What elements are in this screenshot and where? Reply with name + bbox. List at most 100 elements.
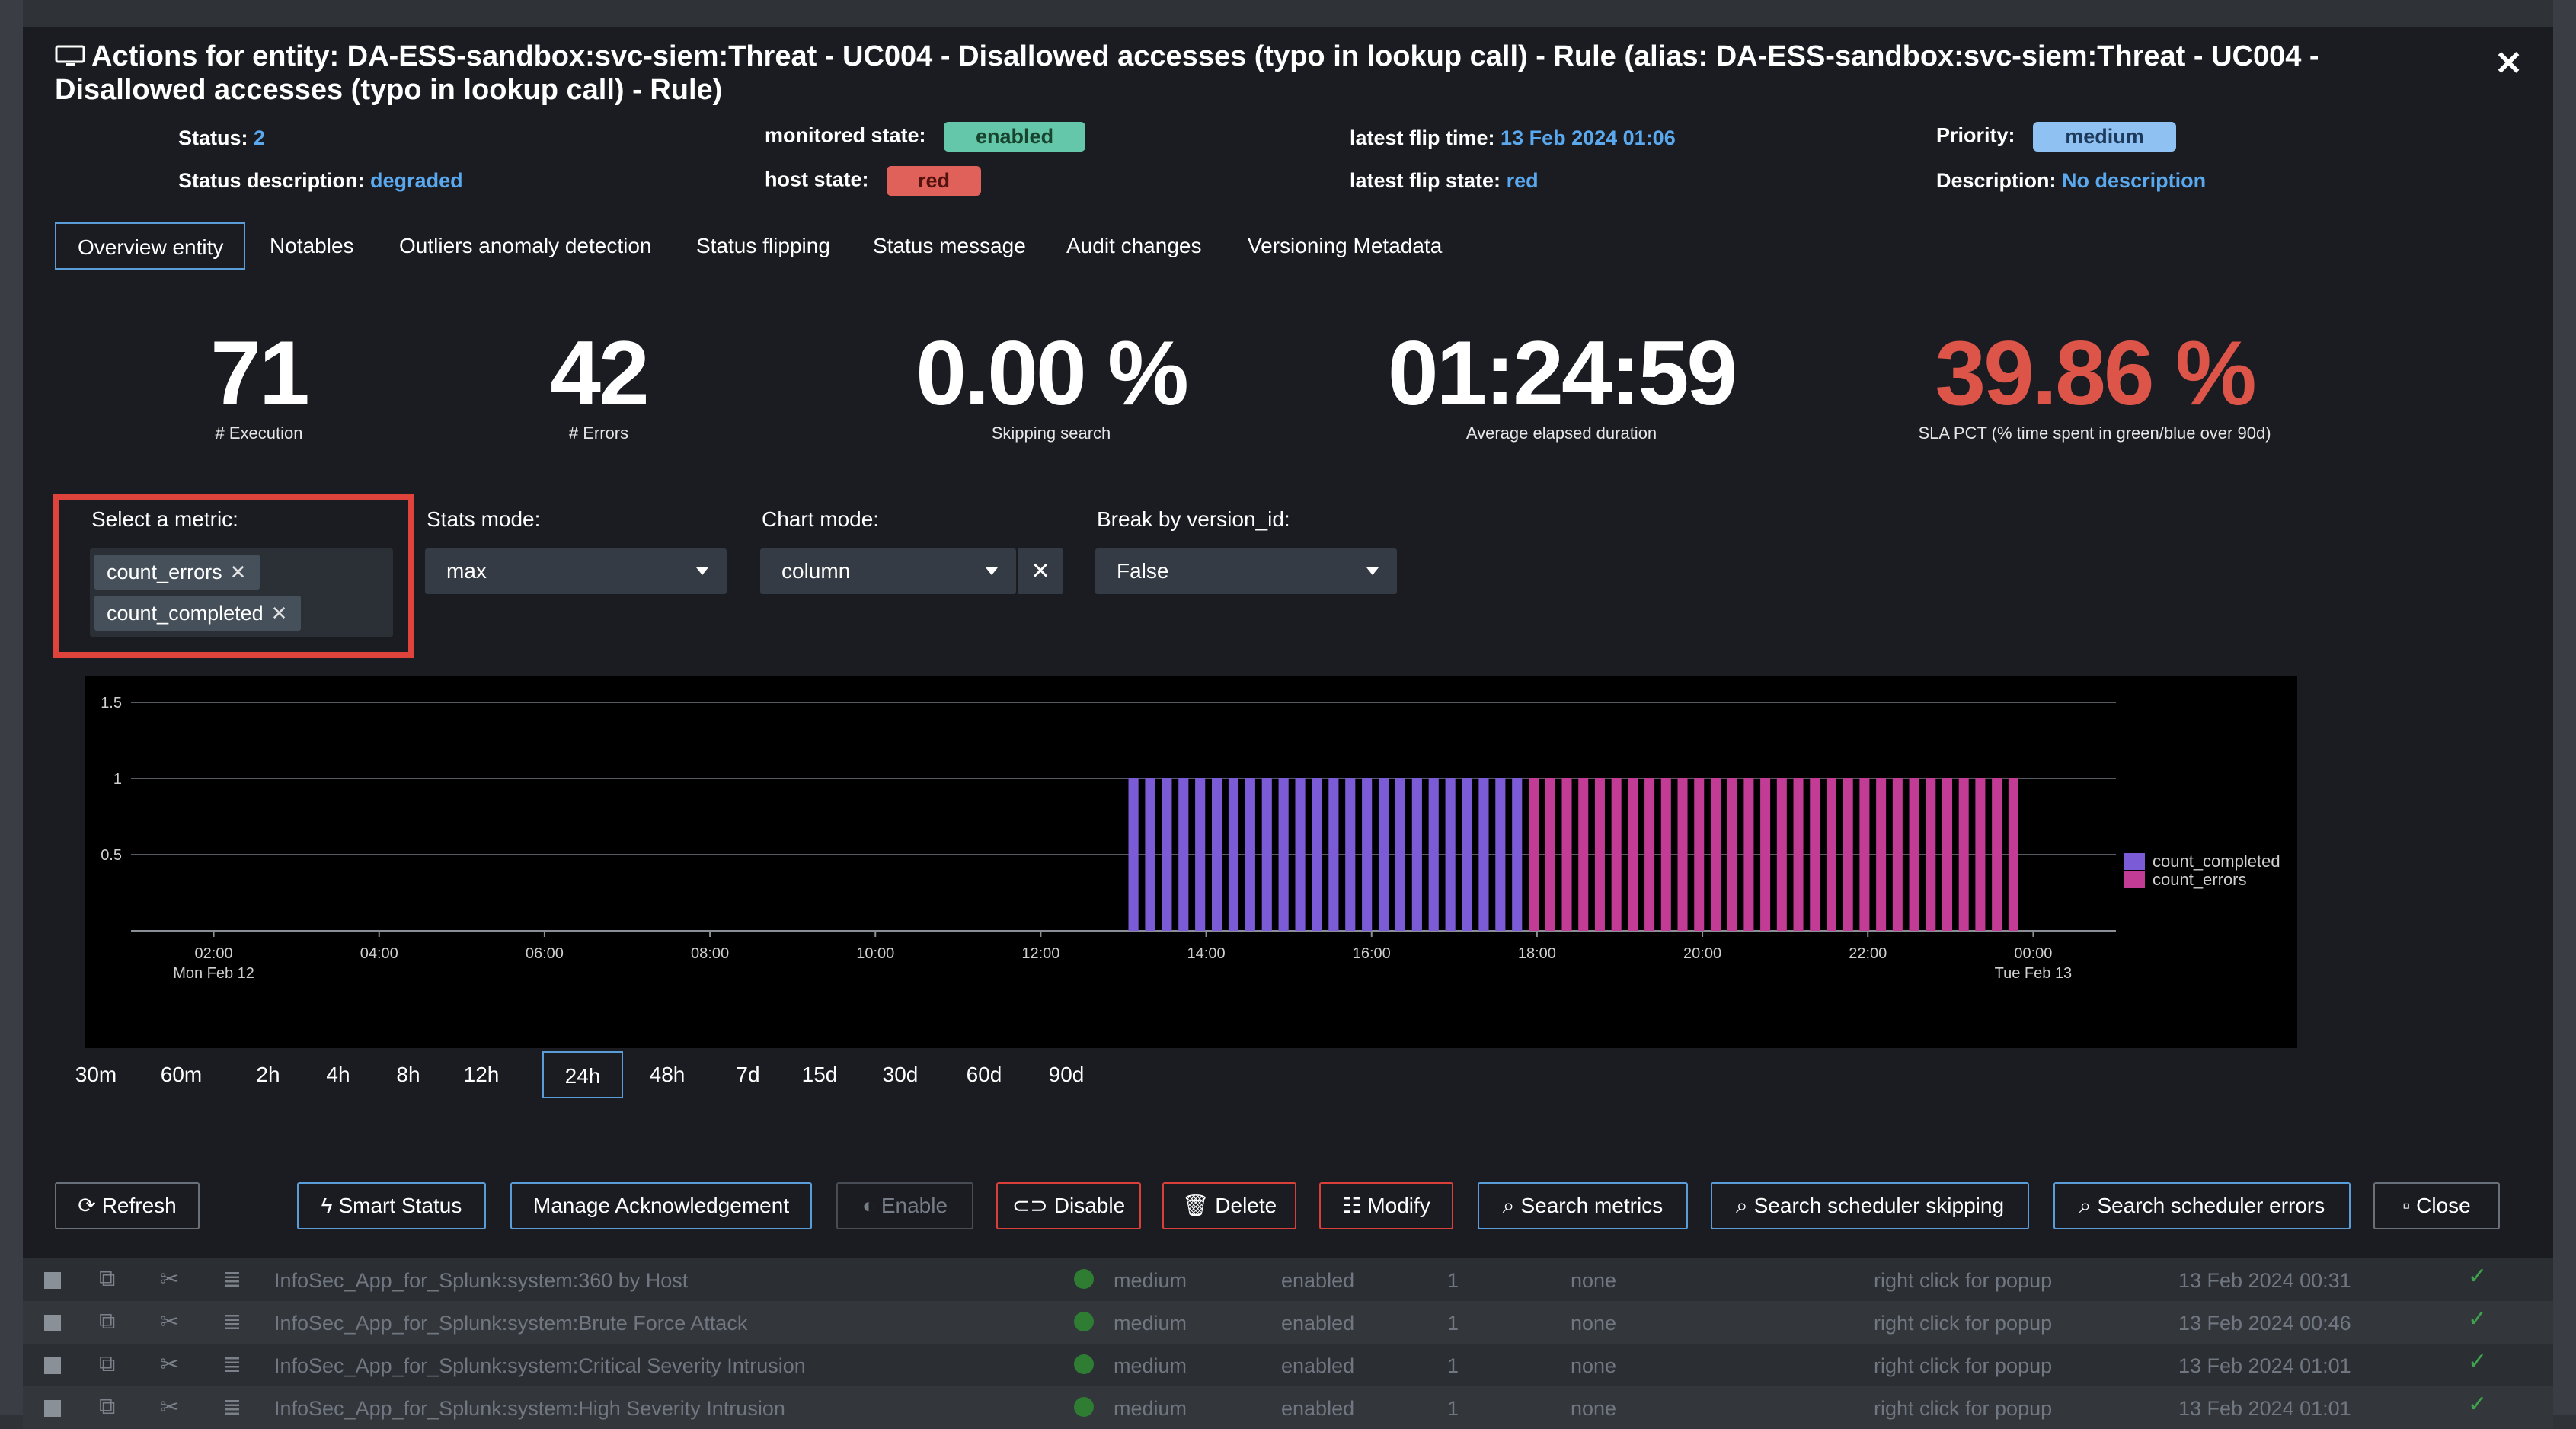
tools-icon[interactable]: ✂ (160, 1352, 180, 1377)
metric-multiselect[interactable]: count_errors ✕ count_completed ✕ (90, 548, 393, 637)
row-action[interactable]: right click for popup (1874, 1269, 2053, 1292)
break-by-value: False (1117, 559, 1169, 583)
chart-bar-count_completed (1345, 778, 1356, 931)
tab-overview-entity[interactable]: Overview entity (55, 222, 245, 270)
row-name[interactable]: InfoSec_App_for_Splunk:system:360 by Hos… (274, 1269, 689, 1292)
row-action[interactable]: right click for popup (1874, 1397, 2053, 1420)
tab-versioning-metadata[interactable]: Versioning Metadata (1248, 234, 1443, 257)
tools-icon[interactable]: ✂ (160, 1395, 180, 1420)
open-external-icon[interactable]: ⧉ (99, 1266, 116, 1291)
row-checkbox[interactable] (44, 1400, 61, 1417)
search-metrics-label: Search metrics (1520, 1194, 1664, 1217)
chart-mode-select[interactable]: column (760, 548, 1016, 594)
priority-field: Priority: medium (1936, 122, 2177, 152)
metric-chip[interactable]: count_completed ✕ (94, 596, 302, 631)
row-action[interactable]: right click for popup (1874, 1354, 2053, 1377)
open-external-icon[interactable]: ⧉ (99, 1309, 116, 1334)
time-range-30d[interactable]: 30d (882, 1063, 919, 1086)
table-row[interactable]: ⧉ ✂ ≣ InfoSec_App_for_Splunk:system:360 … (23, 1258, 2553, 1301)
enable-button[interactable]: ◐ Enable (836, 1182, 973, 1229)
kpi-execution: 71 # Execution (137, 324, 381, 443)
chart-bar-count_completed (1445, 778, 1456, 931)
metric-chip-label: count_completed (107, 602, 264, 625)
clear-chart-mode-icon[interactable]: × (1016, 548, 1063, 594)
delete-button[interactable]: 🗑 Delete (1162, 1182, 1296, 1229)
status-value[interactable]: 2 (254, 126, 266, 149)
database-icon[interactable]: ≣ (222, 1395, 242, 1420)
latest-flip-time-field: latest flip time: 13 Feb 2024 01:06 (1350, 126, 1676, 150)
tab-audit-changes[interactable]: Audit changes (1066, 234, 1202, 257)
database-icon[interactable]: ≣ (222, 1352, 242, 1377)
open-external-icon[interactable]: ⧉ (99, 1394, 116, 1419)
open-external-icon[interactable]: ⧉ (99, 1351, 116, 1376)
row-action[interactable]: right click for popup (1874, 1312, 2053, 1335)
stats-mode-select[interactable]: max (425, 548, 727, 594)
latest-flip-state-value[interactable]: red (1506, 169, 1539, 192)
tools-icon[interactable]: ✂ (160, 1309, 180, 1335)
row-state: enabled (1281, 1397, 1355, 1420)
time-range-15d[interactable]: 15d (801, 1063, 838, 1086)
remove-chip-icon[interactable]: ✕ (229, 561, 247, 583)
chart-bar-count_errors (1810, 778, 1820, 931)
disable-button[interactable]: ⊂⊃ Disable (996, 1182, 1141, 1229)
database-icon[interactable]: ≣ (222, 1267, 242, 1292)
chart-bar-count_errors (1578, 778, 1589, 931)
tab-status-message[interactable]: Status message (873, 234, 1026, 257)
time-range-90d[interactable]: 90d (1048, 1063, 1085, 1086)
close-button[interactable]: ▫ Close (2373, 1182, 2500, 1229)
table-row[interactable]: ⧉ ✂ ≣ InfoSec_App_for_Splunk:system:Crit… (23, 1344, 2553, 1386)
remove-chip-icon[interactable]: ✕ (270, 602, 288, 625)
break-by-select[interactable]: False (1095, 548, 1397, 594)
time-range-60m[interactable]: 60m (160, 1063, 203, 1086)
chart-bar-count_errors (1727, 778, 1737, 931)
time-range-48h[interactable]: 48h (649, 1063, 686, 1086)
tab-status-flipping[interactable]: Status flipping (696, 234, 830, 257)
row-name[interactable]: InfoSec_App_for_Splunk:system:Critical S… (274, 1354, 806, 1377)
metric-chip[interactable]: count_errors ✕ (94, 555, 260, 590)
time-range-30m[interactable]: 30m (75, 1063, 117, 1086)
row-checkbox[interactable] (44, 1315, 61, 1331)
x-tick-label: 20:00 (1683, 945, 1721, 962)
time-range-60d[interactable]: 60d (966, 1063, 1002, 1086)
row-checkbox[interactable] (44, 1357, 61, 1374)
close-icon[interactable]: ✕ (2495, 45, 2523, 82)
chart-bar-count_completed (1362, 778, 1373, 931)
description-value[interactable]: No description (2062, 169, 2207, 192)
row-state: enabled (1281, 1269, 1355, 1292)
tab-notables[interactable]: Notables (270, 234, 354, 257)
time-range-12h[interactable]: 12h (463, 1063, 500, 1086)
search-scheduler-skipping-button[interactable]: ⌕ Search scheduler skipping (1711, 1182, 2029, 1229)
status-description-value[interactable]: degraded (370, 169, 463, 192)
tab-outliers-anomaly-detection[interactable]: Outliers anomaly detection (399, 234, 652, 257)
x-tick-label: 12:00 (1021, 945, 1059, 962)
database-icon[interactable]: ≣ (222, 1309, 242, 1335)
row-name[interactable]: InfoSec_App_for_Splunk:system:High Sever… (274, 1397, 785, 1420)
kpi-errors: 42 # Errors (477, 324, 721, 443)
table-row[interactable]: ⧉ ✂ ≣ InfoSec_App_for_Splunk:system:High… (23, 1386, 2553, 1429)
row-name[interactable]: InfoSec_App_for_Splunk:system:Brute Forc… (274, 1312, 748, 1335)
tools-icon[interactable]: ✂ (160, 1267, 180, 1292)
search-scheduler-errors-button[interactable]: ⌕ Search scheduler errors (2053, 1182, 2351, 1229)
row-checkbox[interactable] (44, 1272, 61, 1289)
time-range-7d[interactable]: 7d (736, 1063, 760, 1086)
legend-swatch (2124, 853, 2145, 870)
metric-highlight-box (53, 494, 414, 658)
modify-button[interactable]: ☷ Modify (1319, 1182, 1453, 1229)
status-label: Status: (178, 126, 248, 149)
refresh-button[interactable]: ⟳ Refresh (55, 1182, 200, 1229)
chart-bar-count_errors (1694, 778, 1705, 931)
table-row[interactable]: ⧉ ✂ ≣ InfoSec_App_for_Splunk:system:Brut… (23, 1301, 2553, 1344)
time-range-24h[interactable]: 24h (542, 1051, 623, 1098)
search-metrics-button[interactable]: ⌕ Search metrics (1478, 1182, 1688, 1229)
latest-flip-time-value[interactable]: 13 Feb 2024 01:06 (1501, 126, 1676, 149)
time-range-2h[interactable]: 2h (256, 1063, 280, 1086)
manage-acknowledgement-button[interactable]: Manage Acknowledgement (510, 1182, 812, 1229)
row-state: enabled (1281, 1354, 1355, 1377)
metrics-chart: 1.5 1 0.5 02:00 Mon Feb 12 04:00 06:00 08:00 10:… (85, 676, 2297, 1048)
smart-status-button[interactable]: ϟ Smart Status (297, 1182, 486, 1229)
status-dot (1074, 1397, 1094, 1417)
time-range-8h[interactable]: 8h (396, 1063, 420, 1086)
time-range-4h[interactable]: 4h (326, 1063, 350, 1086)
sliders-icon: ☷ (1342, 1194, 1362, 1217)
row-count: 1 (1447, 1397, 1459, 1420)
